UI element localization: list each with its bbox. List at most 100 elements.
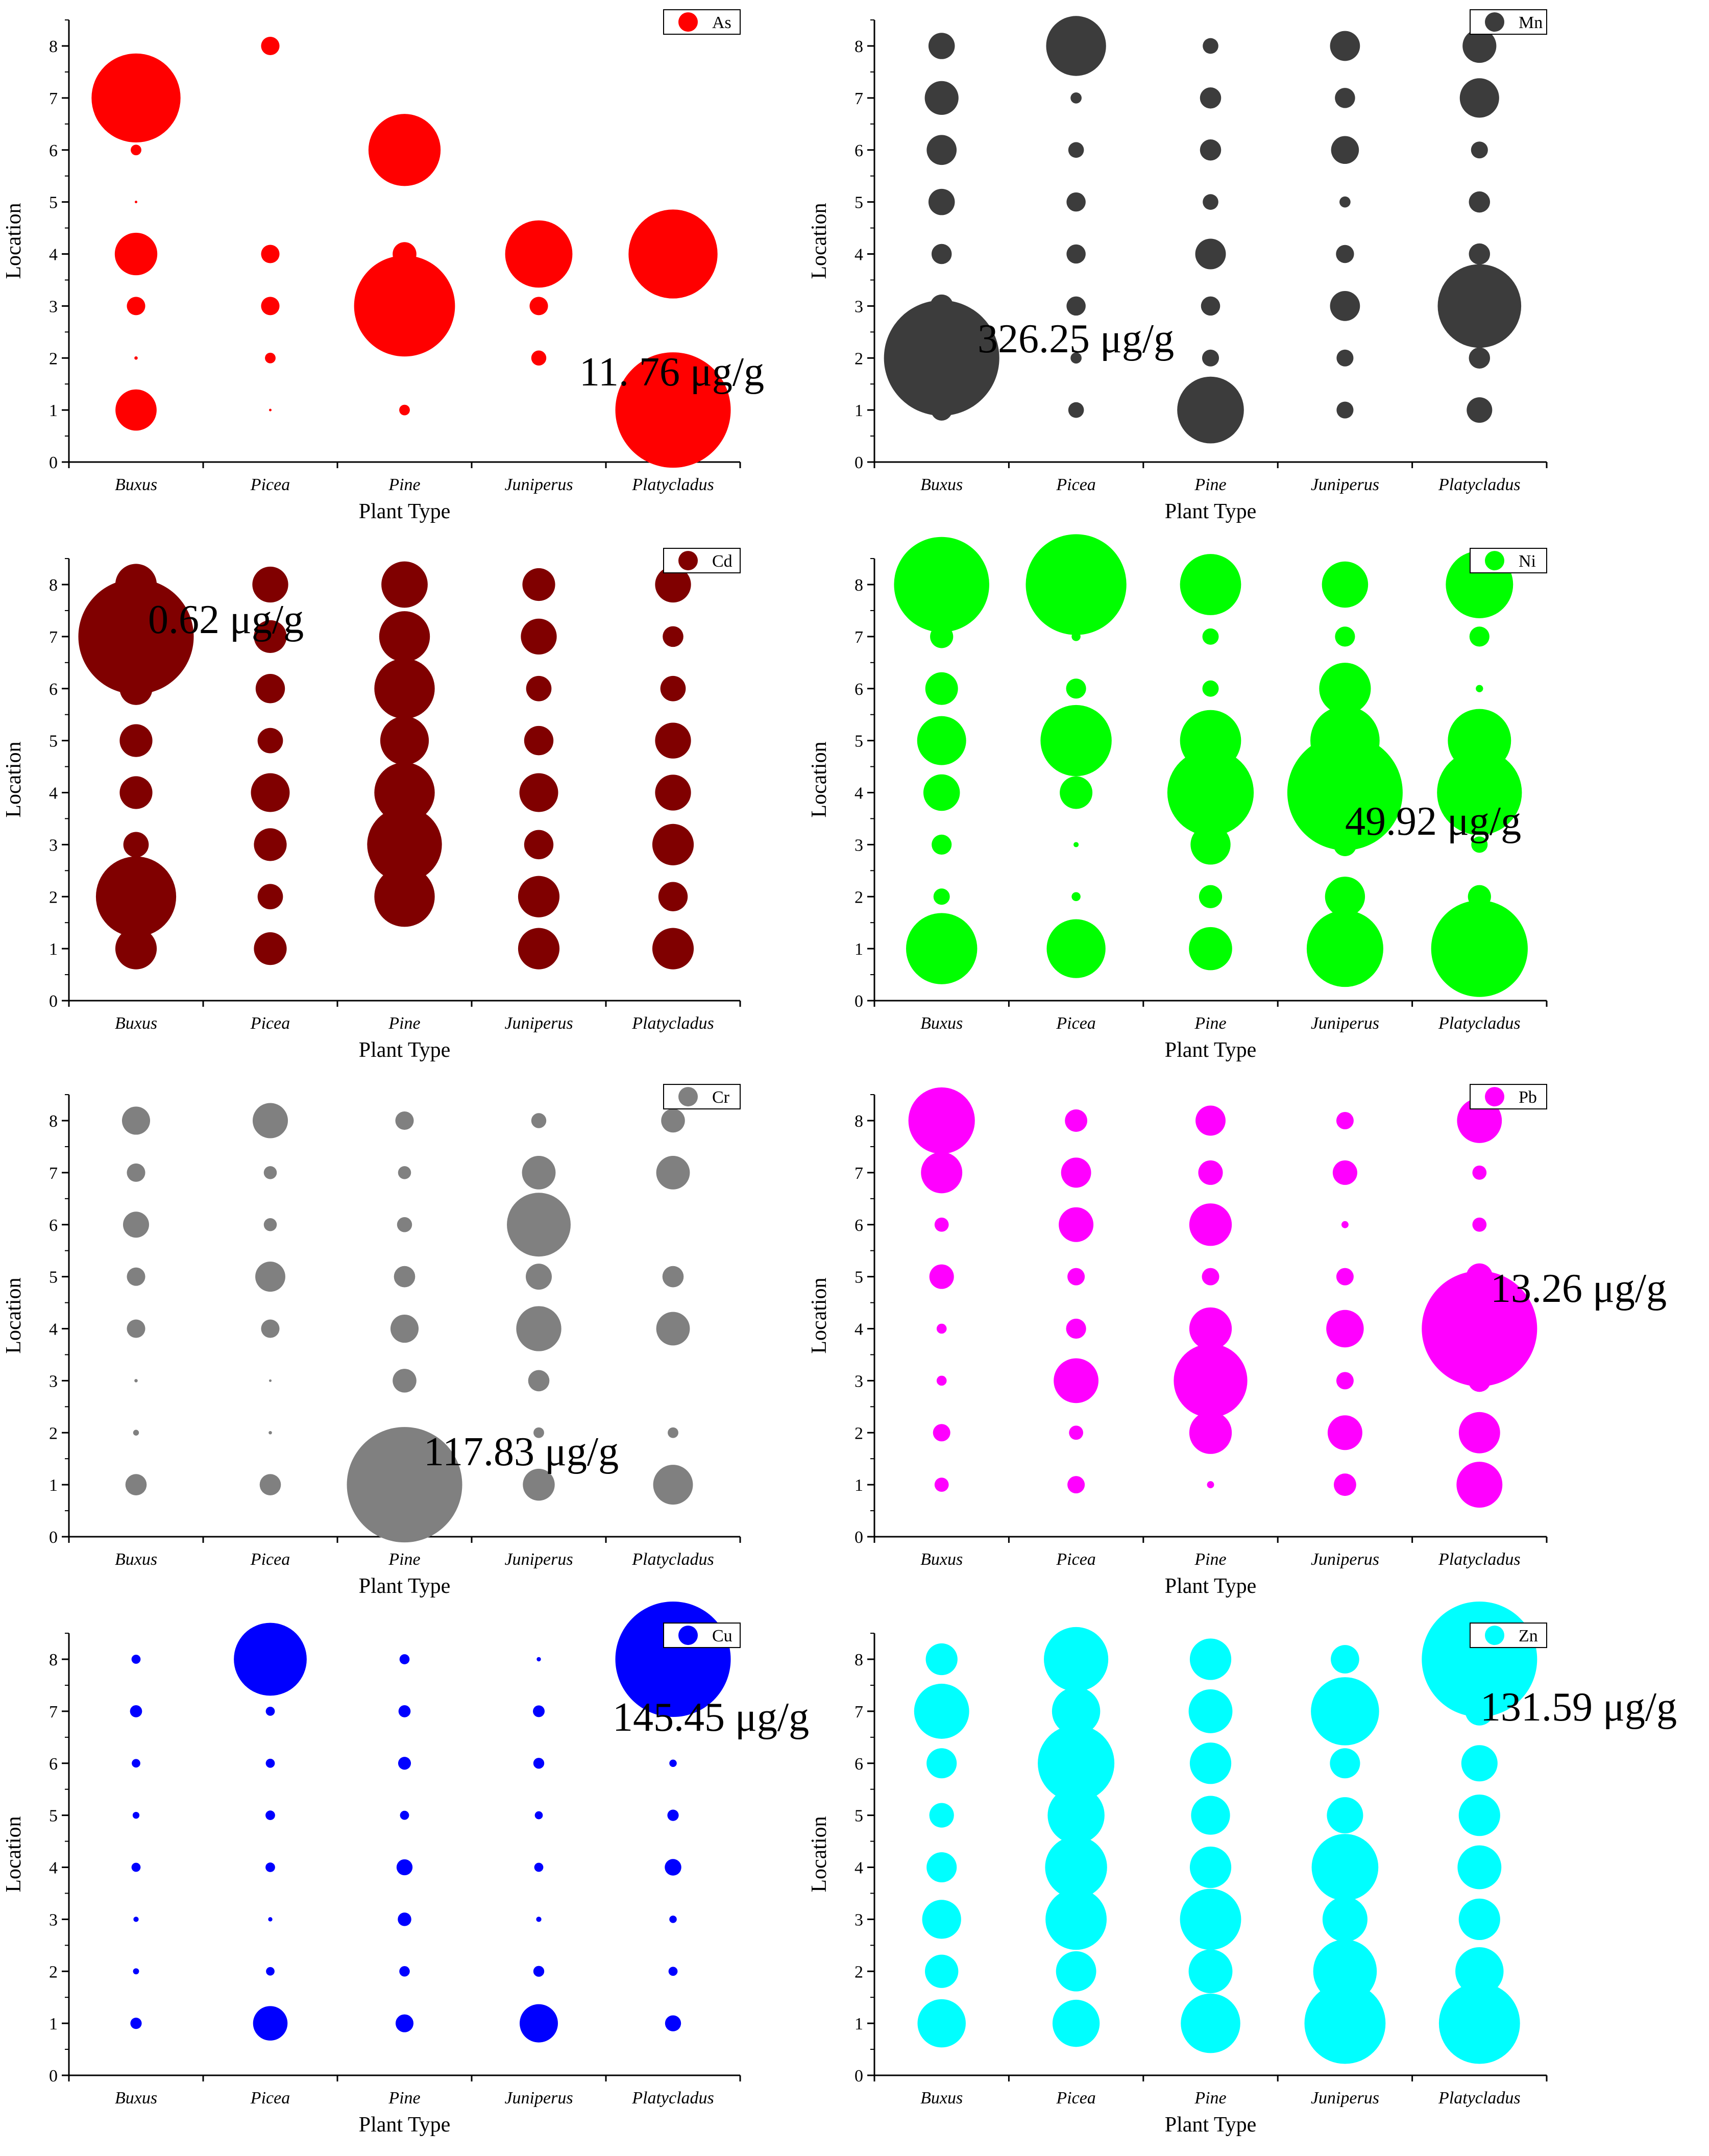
- bubble-Cu-picea-loc3: [268, 1917, 273, 1922]
- bubble-Cr-picea-loc8: [252, 1103, 288, 1138]
- legend-marker: [678, 1626, 698, 1645]
- y-tick-label: 3: [49, 297, 58, 316]
- bubble-Ni-picea-loc1: [1046, 919, 1106, 978]
- bubble-Zn-platycladus-loc4: [1457, 1845, 1502, 1889]
- bubble-Mn-juniperus-loc6: [1331, 136, 1359, 164]
- bubble-Cr-platycladus-loc7: [656, 1155, 690, 1190]
- bubble-Cd-juniperus-loc6: [526, 675, 552, 701]
- bubble-Mn-buxus-loc7: [924, 81, 959, 115]
- y-axis-title: Location: [2, 1277, 26, 1353]
- bubble-Zn-pine-loc3: [1180, 1888, 1241, 1950]
- legend-marker: [1485, 1087, 1504, 1107]
- legend-box: [1470, 1084, 1547, 1110]
- x-tick-label-juniperus: Juniperus: [504, 475, 573, 494]
- bubble-Pb-juniperus-loc5: [1336, 1268, 1354, 1286]
- bubble-Mn-platycladus-loc7: [1459, 78, 1499, 118]
- x-tick-label-platycladus: Platycladus: [1438, 1550, 1521, 1569]
- bubble-Ni-platycladus-loc1: [1431, 900, 1528, 997]
- y-tick-label: 5: [854, 1807, 863, 1826]
- bubble-Cd-picea-loc7: [254, 620, 287, 653]
- bubble-Ni-pine-loc8: [1180, 554, 1241, 615]
- bubble-Cr-juniperus-loc6: [507, 1193, 571, 1257]
- bubble-Pb-platycladus-loc5: [1466, 1263, 1493, 1290]
- bubble-Cu-juniperus-loc6: [533, 1758, 545, 1769]
- bubble-Zn-picea-loc1: [1052, 1999, 1100, 2047]
- bubble-Mn-juniperus-loc3: [1330, 291, 1360, 321]
- bubble-Cr-juniperus-loc3: [528, 1370, 550, 1392]
- bubble-Cd-juniperus-loc4: [519, 773, 558, 812]
- bubble-Ni-buxus-loc3: [932, 834, 952, 855]
- bubble-Cd-pine-loc4: [374, 762, 435, 823]
- x-tick-label-platycladus: Platycladus: [631, 475, 714, 494]
- bubble-Zn-picea-loc4: [1045, 1836, 1107, 1899]
- x-tick-label-juniperus: Juniperus: [504, 1014, 573, 1033]
- bubble-Zn-pine-loc4: [1189, 1846, 1232, 1888]
- bubble-Cu-picea-loc8: [234, 1622, 307, 1696]
- bubble-Pb-juniperus-loc1: [1333, 1473, 1356, 1496]
- bubble-Cd-buxus-loc3: [123, 832, 149, 858]
- bubble-As-picea-loc4: [261, 245, 280, 263]
- y-tick-label: 2: [49, 349, 58, 368]
- bubble-Cd-picea-loc8: [252, 566, 288, 603]
- bubble-As-buxus-loc5: [135, 201, 137, 204]
- bubble-As-buxus-loc2: [134, 356, 138, 360]
- bubble-Cr-pine-loc1: [347, 1427, 462, 1543]
- y-tick-label: 8: [49, 576, 58, 595]
- bubble-Pb-juniperus-loc8: [1336, 1112, 1354, 1129]
- legend-box: [663, 548, 741, 574]
- bubble-Ni-buxus-loc6: [925, 672, 958, 705]
- bubble-Zn-platycladus-loc6: [1461, 1745, 1498, 1782]
- bubble-Ni-picea-loc4: [1060, 776, 1093, 809]
- bubble-Cd-picea-loc5: [257, 728, 283, 754]
- legend-marker: [1485, 12, 1504, 32]
- max-value-annotation: 117.83 μg/g: [424, 1430, 619, 1474]
- bubble-Mn-pine-loc2: [1202, 349, 1219, 367]
- x-tick-label-juniperus: Juniperus: [1311, 1014, 1379, 1033]
- bubble-Cr-pine-loc7: [398, 1166, 411, 1179]
- bubble-Cu-pine-loc5: [400, 1810, 409, 1820]
- bubble-Cu-picea-loc4: [265, 1862, 275, 1872]
- y-tick-label: 3: [854, 297, 863, 316]
- bubble-Pb-buxus-loc6: [934, 1217, 949, 1232]
- bubble-Ni-pine-loc5: [1180, 710, 1241, 771]
- bubble-Mn-juniperus-loc8: [1330, 31, 1360, 61]
- bubble-Mn-pine-loc5: [1203, 194, 1218, 210]
- bubble-Cu-buxus-loc5: [132, 1811, 140, 1819]
- bubble-Ni-juniperus-loc5: [1310, 706, 1380, 776]
- bubble-Cr-pine-loc4: [390, 1314, 419, 1343]
- bubble-Mn-pine-loc6: [1200, 139, 1222, 161]
- legend-box: [1470, 1622, 1547, 1649]
- y-tick-label: 4: [49, 784, 58, 803]
- x-tick-label-juniperus: Juniperus: [1311, 2089, 1379, 2107]
- legend-label: Mn: [1519, 13, 1543, 32]
- bubble-Mn-picea-loc2: [1070, 352, 1082, 364]
- bubble-Cr-picea-loc3: [269, 1379, 272, 1382]
- bubble-Cd-pine-loc5: [380, 716, 429, 765]
- bubble-Mn-pine-loc8: [1203, 38, 1218, 54]
- x-tick-label-pine: Pine: [388, 475, 420, 494]
- bubble-Cd-platycladus-loc1: [652, 928, 694, 970]
- bubble-Cd-buxus-loc4: [119, 776, 153, 809]
- y-tick-label: 1: [49, 940, 58, 959]
- x-axis-title: Plant Type: [1165, 1574, 1256, 1598]
- bubble-Pb-picea-loc7: [1061, 1157, 1091, 1188]
- bubble-As-pine-loc1: [399, 404, 410, 416]
- x-axis-title: Plant Type: [359, 2113, 450, 2137]
- bubble-Cu-pine-loc8: [399, 1654, 410, 1664]
- x-tick-label-pine: Pine: [1194, 475, 1226, 494]
- bubble-Pb-picea-loc5: [1067, 1268, 1085, 1286]
- bubble-Cu-buxus-loc6: [132, 1759, 140, 1768]
- bubble-Ni-buxus-loc4: [923, 774, 960, 811]
- bubble-Cr-buxus-loc4: [127, 1319, 145, 1338]
- bubble-Mn-juniperus-loc5: [1339, 196, 1351, 208]
- bubble-Cu-juniperus-loc2: [533, 1966, 545, 1977]
- bubble-Cu-platycladus-loc1: [665, 2015, 681, 2031]
- y-tick-label: 7: [49, 89, 58, 108]
- y-tick-label: 4: [854, 784, 863, 803]
- bubble-Ni-platycladus-loc3: [1471, 836, 1488, 853]
- x-tick-label-buxus: Buxus: [920, 475, 963, 494]
- bubble-Zn-buxus-loc4: [926, 1852, 957, 1883]
- bubble-Cu-pine-loc1: [395, 2014, 414, 2032]
- bubble-Zn-juniperus-loc5: [1327, 1797, 1363, 1834]
